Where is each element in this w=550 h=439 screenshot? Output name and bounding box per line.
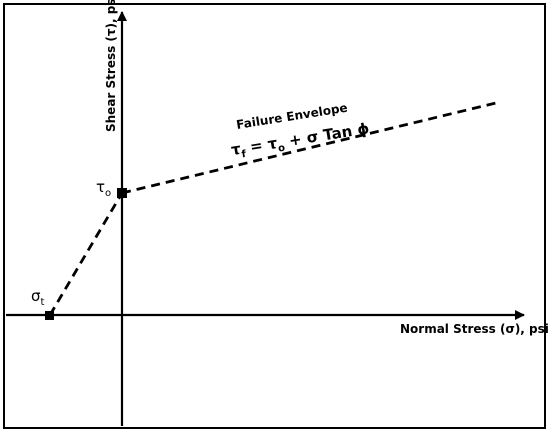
intercept-symbol: τ: [96, 178, 105, 196]
intercept-label: τo: [96, 178, 111, 199]
tensile-point-marker: [45, 311, 54, 320]
failure-envelope-line: [121, 101, 497, 195]
eq-equals: =: [244, 135, 270, 156]
eq-tau0-sub: o: [277, 143, 286, 155]
tensile-label: σt: [31, 287, 45, 308]
tensile-sub: t: [41, 297, 45, 308]
diagram-border: [3, 3, 546, 429]
eq-tau: τ: [230, 140, 243, 159]
eq-tau-sub: f: [241, 149, 248, 161]
intercept-point-marker: [117, 188, 127, 198]
tensile-dashed-line: [48, 192, 124, 316]
eq-tau0: τ: [266, 134, 279, 153]
eq-rest: + σ Tan ϕ: [283, 119, 371, 150]
x-axis-label: Normal Stress (σ), psi: [400, 322, 549, 336]
intercept-sub: o: [105, 188, 111, 199]
tensile-symbol: σ: [31, 287, 41, 305]
y-axis-label: Shear Stress (τ), psi: [104, 0, 118, 132]
